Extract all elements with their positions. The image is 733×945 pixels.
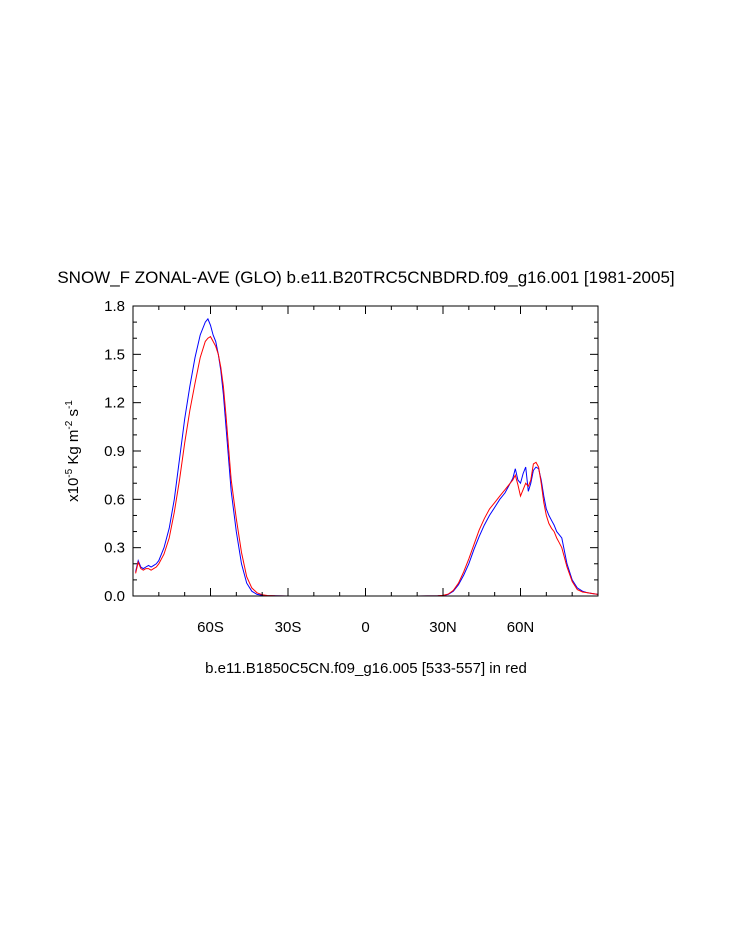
y-tick-label: 0.0 (104, 588, 125, 605)
series-line-1 (135, 317, 598, 596)
y-tick-label: 0.3 (104, 540, 125, 557)
y-axis-label-s: s (65, 409, 82, 421)
series-group (135, 317, 598, 596)
x-axis-label: b.e11.B1850C5CN.f09_g16.005 [533-557] in… (205, 660, 527, 677)
x-tick-label: 30S (275, 619, 302, 636)
y-axis-label: x10-5 Kg m-2 s-1 (64, 400, 82, 502)
y-tick-label: 0.6 (104, 491, 125, 508)
x-tick-label: 60N (507, 619, 535, 636)
ticks-group: 0.0 0.3 0.6 0.9 1.2 1.5 1.8 60S 30S 0 30N 60N (104, 298, 599, 636)
x-tick-label: 30N (429, 619, 457, 636)
y-axis-label-exp1: -5 (64, 468, 75, 477)
x-tick-label: 0 (361, 619, 369, 636)
y-tick-label: 0.9 (104, 443, 125, 460)
series-line-2 (135, 335, 598, 596)
y-tick-label: 1.8 (104, 298, 125, 315)
y-tick-label: 1.5 (104, 346, 125, 363)
y-axis-label-prefix: x10 (65, 478, 82, 502)
chart-title: SNOW_F ZONAL-AVE (GLO) b.e11.B20TRC5CNBD… (57, 268, 674, 287)
y-tick-label: 1.2 (104, 395, 125, 412)
y-axis-label-mid: Kg m (65, 430, 82, 469)
y-axis-label-exp2: -2 (64, 420, 75, 429)
x-tick-label: 60S (197, 619, 224, 636)
y-axis-label-exp3: -1 (64, 400, 75, 409)
